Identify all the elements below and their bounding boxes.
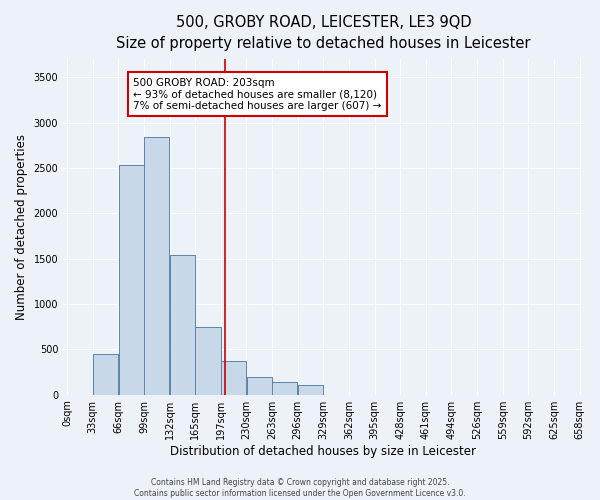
Bar <box>221 361 246 394</box>
X-axis label: Distribution of detached houses by size in Leicester: Distribution of detached houses by size … <box>170 444 476 458</box>
Text: Contains HM Land Registry data © Crown copyright and database right 2025.
Contai: Contains HM Land Registry data © Crown c… <box>134 478 466 498</box>
Text: 500 GROBY ROAD: 203sqm
← 93% of detached houses are smaller (8,120)
7% of semi-d: 500 GROBY ROAD: 203sqm ← 93% of detached… <box>133 78 382 111</box>
Bar <box>298 385 323 394</box>
Bar <box>272 382 298 394</box>
Bar <box>247 376 272 394</box>
Y-axis label: Number of detached properties: Number of detached properties <box>15 134 28 320</box>
Bar <box>93 354 118 395</box>
Bar <box>119 165 143 394</box>
Title: 500, GROBY ROAD, LEICESTER, LE3 9QD
Size of property relative to detached houses: 500, GROBY ROAD, LEICESTER, LE3 9QD Size… <box>116 15 530 51</box>
Bar <box>144 137 169 394</box>
Bar <box>196 326 221 394</box>
Bar <box>170 255 195 394</box>
